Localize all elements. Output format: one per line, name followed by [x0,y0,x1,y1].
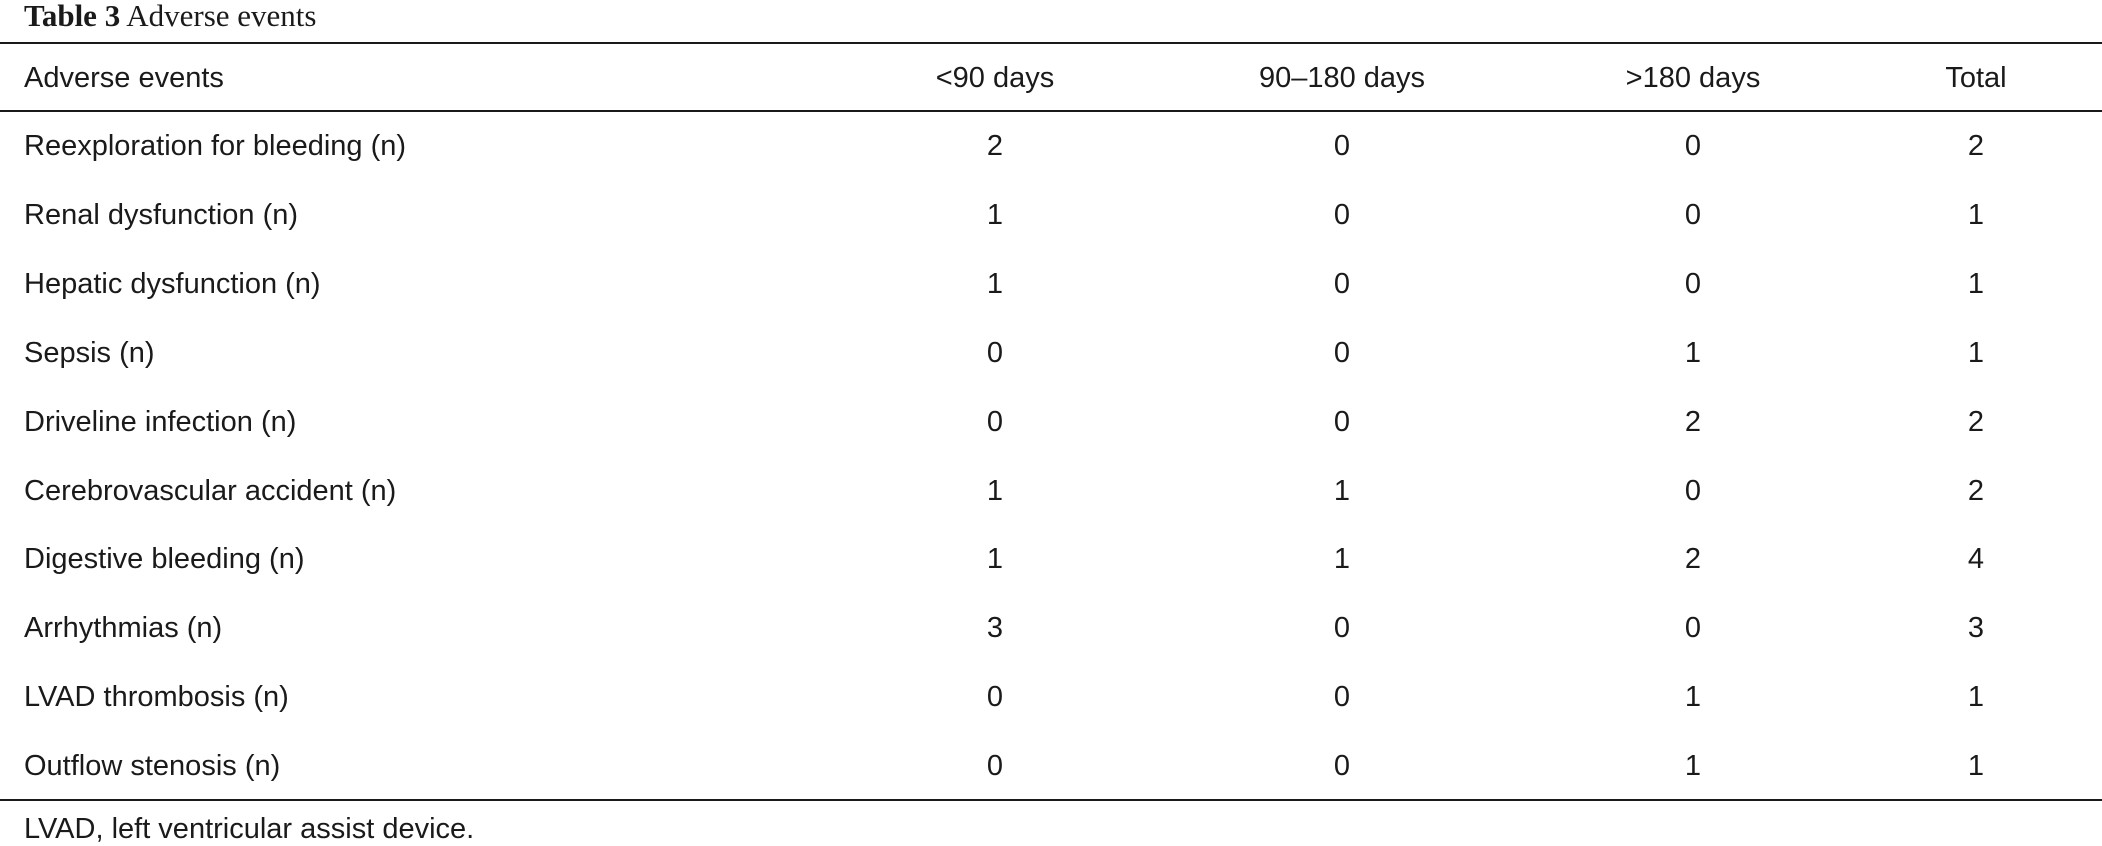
row-label: Outflow stenosis (n) [24,750,281,783]
table-cell: 0 [1333,681,1351,714]
table-cell: 2 [1967,130,1985,162]
table-cell: 0 [986,681,1004,714]
row-label: Sepsis (n) [24,336,155,369]
table-cell: 0 [986,336,1004,369]
table-cell: 0 [1333,750,1351,783]
table-cell: 0 [986,750,1004,783]
table-cell: 0 [1333,130,1351,162]
table-cell: 3 [1967,612,1985,645]
column-header: Adverse events [24,62,224,94]
table-cell: 0 [1684,130,1702,162]
top-rule [0,42,2102,44]
row-label: Cerebrovascular accident (n) [24,474,397,507]
table-cell: 1 [1967,681,1985,714]
row-label: Driveline infection (n) [24,405,297,438]
table-cell: 0 [1684,612,1702,645]
caption-title: Adverse events [126,0,317,33]
table-cell: 0 [1684,267,1702,300]
table-cell: 0 [1333,405,1351,438]
table-cell: 0 [1333,267,1351,300]
table-cell: 2 [1967,474,1985,507]
table-cell: 0 [986,405,1004,438]
table-cell: 1 [1967,267,1985,300]
table-cell: 1 [1967,198,1985,231]
column-header: <90 days [935,62,1055,94]
table-cell: 1 [1684,336,1702,369]
row-label: Renal dysfunction (n) [24,198,299,231]
table-cell: 3 [986,612,1004,645]
column-header: Total [1945,62,2007,94]
row-label: Reexploration for bleeding (n) [24,130,407,162]
table-cell: 1 [1967,750,1985,783]
table-cell: 2 [1684,405,1702,438]
row-label: Digestive bleeding (n) [24,543,305,576]
row-label: LVAD thrombosis (n) [24,681,289,714]
table-cell: 1 [1967,336,1985,369]
table-cell: 1 [1684,681,1702,714]
table-cell: 1 [986,198,1004,231]
table-cell: 2 [1967,405,1985,438]
table-cell: 4 [1967,543,1985,576]
table-cell: 0 [1333,612,1351,645]
header-rule [0,110,2102,112]
table-cell: 1 [986,543,1004,576]
footnote: LVAD, left ventricular assist device. [24,813,475,845]
table-cell: 2 [986,130,1004,162]
table-cell: 0 [1333,336,1351,369]
table-cell: 0 [1333,198,1351,231]
table-cell: 1 [986,474,1004,507]
bottom-rule [0,799,2102,801]
row-label: Hepatic dysfunction (n) [24,267,321,300]
table-cell: 1 [1333,474,1351,507]
caption-label: Table 3 [24,0,121,33]
table-cell: 1 [986,267,1004,300]
table-cell: 1 [1333,543,1351,576]
column-header: >180 days [1625,62,1761,94]
table-cell: 0 [1684,474,1702,507]
table-cell: 0 [1684,198,1702,231]
table-caption: Table 3 Adverse events [24,0,317,32]
table-cell: 1 [1684,750,1702,783]
table-cell: 2 [1684,543,1702,576]
column-header: 90–180 days [1258,62,1426,94]
row-label: Arrhythmias (n) [24,612,223,645]
